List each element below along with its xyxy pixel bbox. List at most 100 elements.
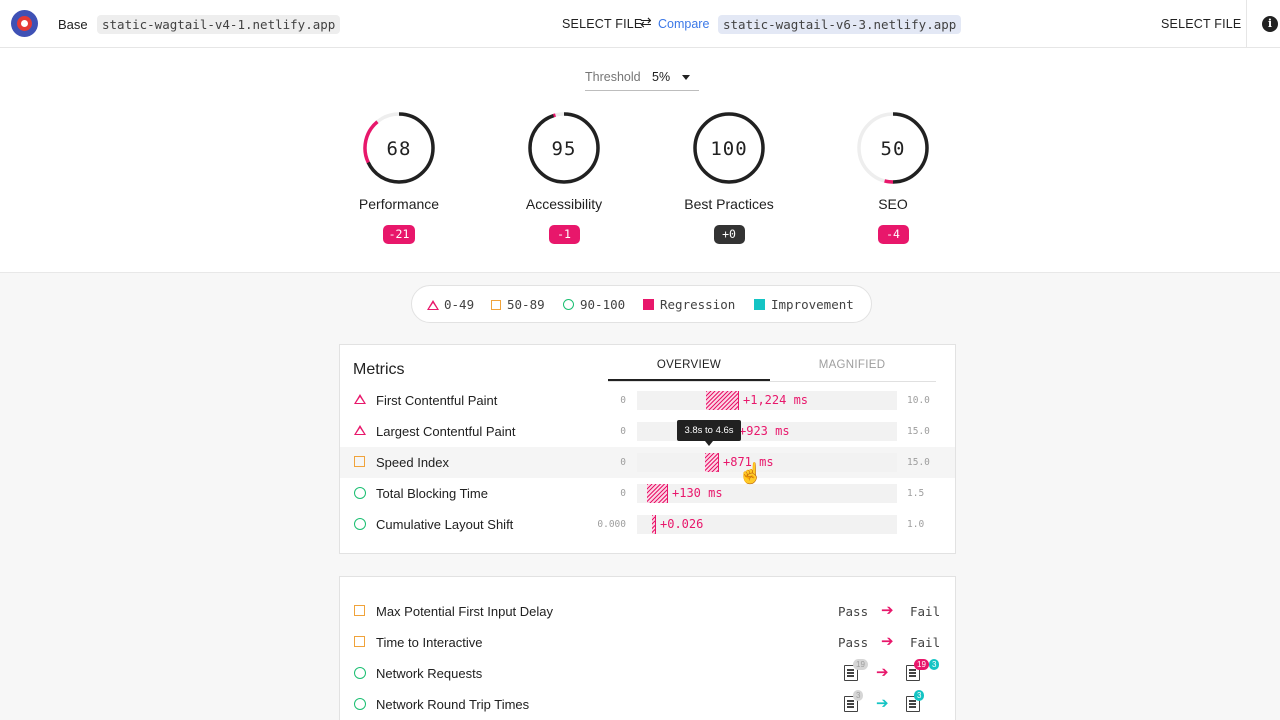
base-url-chip[interactable]: static-wagtail-v4-1.netlify.app (97, 15, 341, 34)
metric-track: +0.026 (637, 515, 897, 534)
legend-fail-label: 0-49 (444, 297, 475, 312)
metric-row[interactable]: Total Blocking Time 0 +130 ms 1.5 (340, 478, 955, 509)
diagnostic-row[interactable]: Time to Interactive Pass ➔ Fail (340, 627, 955, 658)
compare-url-chip[interactable]: static-wagtail-v6-3.netlify.app (718, 15, 962, 34)
metric-regression-bar[interactable] (647, 484, 668, 503)
gauge-category-name: Best Practices (684, 196, 774, 212)
triangle-icon (354, 394, 366, 404)
score-delta-badge: -4 (877, 225, 909, 244)
gauge-category-name: SEO (878, 196, 908, 212)
tab-magnified[interactable]: MAGNIFIED (818, 359, 886, 371)
diagnostic-name: Time to Interactive (376, 635, 483, 650)
legend-average-label: 50-89 (507, 297, 545, 312)
arrow-right-icon: ➔ (876, 664, 889, 681)
diagnostic-row[interactable]: Network Requests 19 ➔ 19 3 (340, 658, 955, 689)
swap-arrows-icon[interactable]: ⇄ (640, 14, 652, 30)
select-base-file-button[interactable]: SELECT FILE (562, 17, 643, 31)
threshold-value: 5% (652, 70, 671, 84)
metric-axis-max: 1.5 (907, 488, 925, 499)
threshold-select[interactable]: Threshold 5% (585, 70, 699, 91)
diagnostic-row[interactable]: Network Round Trip Times 3 ➔ 3 (340, 689, 955, 720)
gauge-ring (857, 112, 929, 184)
gauge-score: 68 (386, 138, 412, 160)
metric-regression-bar[interactable] (652, 515, 656, 534)
diagnostic-from-status: Pass (838, 635, 869, 650)
metric-track: +871 ms (637, 453, 897, 472)
tab-overview[interactable]: OVERVIEW (608, 359, 770, 381)
metric-name: First Contentful Paint (376, 393, 498, 408)
lighthouse-ci-logo-icon[interactable] (11, 10, 38, 37)
metric-axis-min: 0 (620, 488, 626, 499)
metric-axis-min: 0 (620, 457, 626, 468)
improvement-swatch-icon (754, 299, 765, 310)
score-gauge-seo[interactable]: 50 SEO -4 (818, 108, 968, 244)
score-gauge-accessibility[interactable]: 95 Accessibility -1 (489, 108, 639, 244)
circle-icon (354, 667, 366, 679)
score-delta-badge: +0 (713, 225, 745, 244)
metric-name: Total Blocking Time (376, 486, 488, 501)
square-icon (354, 456, 365, 467)
metric-track: +1,224 ms (637, 391, 897, 410)
score-gauge-performance[interactable]: 68 Performance -21 (324, 108, 474, 244)
circle-icon (354, 518, 366, 530)
gauge-score: 50 (880, 138, 906, 160)
base-count-badge: 3 (853, 690, 864, 701)
score-delta-badge: -21 (382, 225, 416, 244)
gauge-ring (528, 112, 600, 184)
legend-pass: 90-100 (563, 297, 625, 312)
square-icon (354, 636, 365, 647)
tab-underline (608, 381, 936, 382)
metric-row[interactable]: First Contentful Paint 0 +1,224 ms 10.0 (340, 385, 955, 416)
gauge-ring (363, 112, 435, 184)
metric-track: +923 ms (637, 422, 897, 441)
gauge-category-name: Accessibility (525, 196, 603, 212)
metric-axis-max: 15.0 (907, 457, 930, 468)
score-gauge-best-practices[interactable]: 100 Best Practices +0 (654, 108, 804, 244)
metric-row[interactable]: Cumulative Layout Shift 0.000 +0.026 1.0 (340, 509, 955, 540)
document-list-icon (906, 696, 920, 712)
circle-icon (563, 299, 574, 310)
metric-delta-label: +1,224 ms (743, 393, 809, 407)
diagnostic-name: Max Potential First Input Delay (376, 604, 554, 619)
diagnostic-name: Network Round Trip Times (376, 697, 530, 712)
gauge-ring (693, 112, 765, 184)
arrow-right-icon: ➔ (881, 633, 894, 650)
score-legend: 0-49 50-89 90-100 Regression Improvement (411, 285, 872, 323)
legend-pass-label: 90-100 (580, 297, 626, 312)
metrics-title: Metrics (353, 361, 405, 378)
metric-row[interactable]: Speed Index 0 +871 ms 15.0 (340, 447, 955, 478)
diagnostic-to-status: Fail (910, 604, 941, 619)
circle-icon (354, 487, 366, 499)
threshold-label: Threshold (585, 70, 641, 84)
dropdown-caret-icon (682, 75, 690, 80)
regression-swatch-icon (643, 299, 654, 310)
metric-name: Largest Contentful Paint (376, 424, 516, 439)
metric-axis-min: 0 (620, 395, 626, 406)
square-icon (354, 605, 365, 616)
diagnostic-row[interactable]: Max Potential First Input Delay Pass ➔ Fail (340, 596, 955, 627)
legend-improvement: Improvement (754, 297, 854, 312)
metric-regression-bar[interactable] (706, 391, 739, 410)
triangle-icon (427, 299, 439, 310)
metric-delta-label: +923 ms (739, 424, 790, 438)
metric-name: Cumulative Layout Shift (376, 517, 514, 532)
gauge-score: 95 (551, 138, 577, 160)
metric-axis-max: 10.0 (907, 395, 930, 406)
improvement-count-badge: 3 (914, 690, 925, 701)
select-compare-file-button[interactable]: SELECT FILE (1161, 17, 1242, 31)
gauge-score: 100 (710, 138, 748, 160)
metric-name: Speed Index (376, 455, 450, 470)
info-icon[interactable]: i (1262, 16, 1278, 32)
circle-icon (354, 698, 366, 710)
document-list-icon (844, 665, 858, 681)
regression-count-badge: 19 (914, 659, 929, 670)
arrow-right-icon: ➔ (881, 602, 894, 619)
diagnostic-name: Network Requests (376, 666, 483, 681)
gauge-category-name: Performance (358, 196, 440, 212)
diagnostic-from-status: Pass (838, 604, 869, 619)
metric-axis-max: 15.0 (907, 426, 930, 437)
base-label: Base (58, 17, 88, 32)
document-list-icon (844, 696, 858, 712)
metric-regression-bar[interactable] (705, 453, 719, 472)
metric-row[interactable]: Largest Contentful Paint 0 +923 ms 15.0 (340, 416, 955, 447)
